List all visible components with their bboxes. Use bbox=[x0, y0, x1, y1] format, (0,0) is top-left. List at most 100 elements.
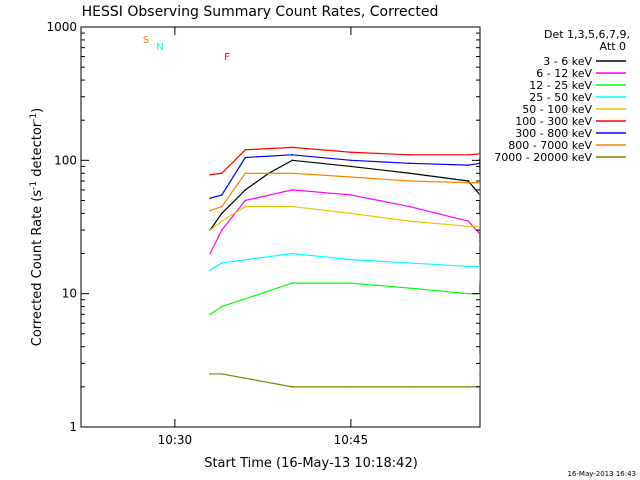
data-point bbox=[291, 386, 294, 388]
legend-entry-label: 300 - 800 keV bbox=[515, 127, 592, 140]
data-point bbox=[209, 173, 211, 176]
data-point bbox=[479, 373, 480, 375]
data-point bbox=[350, 282, 352, 284]
plot-area: SN F bbox=[80, 26, 481, 428]
data-point bbox=[209, 209, 211, 212]
data-point bbox=[291, 154, 294, 156]
y-tick-label: 10 bbox=[62, 287, 77, 301]
data-point bbox=[479, 353, 480, 356]
data-point bbox=[350, 194, 352, 196]
legend-entry-label: 12 - 25 keV bbox=[529, 79, 592, 92]
data-point bbox=[221, 212, 223, 215]
x-tick-label: 10:30 bbox=[158, 433, 193, 447]
y-axis-label-pre: Corrected Count Rate (s bbox=[30, 190, 45, 347]
y-axis-label-post: ) bbox=[30, 108, 45, 113]
annotation-label: S bbox=[143, 35, 149, 46]
data-point bbox=[350, 212, 352, 215]
data-point bbox=[479, 161, 480, 164]
data-point bbox=[479, 152, 480, 155]
data-point bbox=[479, 247, 480, 249]
data-point bbox=[209, 197, 211, 199]
date-stamp: 16-May-2013 16:43 bbox=[567, 470, 636, 478]
series-line bbox=[209, 282, 480, 315]
data-point bbox=[291, 189, 294, 191]
legend-entry-label: 25 - 50 keV bbox=[529, 91, 592, 104]
x-axis-label: Start Time (16-May-13 10:18:42) bbox=[204, 456, 418, 471]
data-point bbox=[244, 156, 247, 159]
data-point bbox=[479, 255, 480, 258]
data-point bbox=[209, 269, 211, 271]
data-point bbox=[467, 181, 470, 184]
chart-title: HESSI Observing Summary Count Rates, Cor… bbox=[82, 4, 439, 20]
data-point bbox=[209, 252, 211, 255]
plot-frame bbox=[80, 26, 481, 428]
legend-entry-label: 3 - 6 keV bbox=[543, 55, 592, 68]
y-axis-label: Corrected Count Rate (s-1 detector-1) bbox=[29, 108, 45, 346]
series-line bbox=[209, 154, 480, 199]
data-point bbox=[408, 205, 411, 208]
series-line bbox=[210, 146, 480, 176]
series-line bbox=[209, 172, 480, 212]
data-point bbox=[408, 220, 411, 222]
data-point bbox=[479, 215, 480, 218]
y-tick-label: 100 bbox=[54, 153, 77, 167]
data-point bbox=[479, 151, 480, 154]
data-point bbox=[479, 194, 480, 196]
annotation-label: F bbox=[224, 52, 230, 63]
data-point bbox=[479, 273, 480, 275]
data-point bbox=[221, 205, 223, 208]
data-point bbox=[221, 172, 223, 175]
data-point bbox=[479, 258, 480, 261]
data-point bbox=[221, 229, 223, 231]
data-point bbox=[291, 172, 294, 175]
annotation-label: N bbox=[156, 42, 163, 53]
y-axis-label-mid: detector bbox=[30, 121, 45, 181]
data-point bbox=[408, 162, 411, 165]
data-point bbox=[479, 181, 480, 184]
data-point bbox=[479, 233, 480, 235]
series-line bbox=[209, 252, 480, 279]
y-axis-label-sup2: -1 bbox=[29, 113, 39, 122]
data-point bbox=[467, 265, 470, 268]
data-point bbox=[244, 205, 247, 208]
data-point bbox=[350, 165, 352, 168]
data-point bbox=[408, 172, 411, 175]
data-point bbox=[479, 218, 480, 221]
data-point bbox=[479, 220, 480, 222]
y-tick-label: 1000 bbox=[46, 20, 77, 34]
data-point bbox=[291, 282, 294, 284]
data-point bbox=[408, 154, 411, 156]
data-point bbox=[291, 159, 294, 162]
data-point bbox=[479, 149, 480, 152]
data-point bbox=[479, 265, 480, 268]
data-point bbox=[408, 386, 411, 388]
data-point bbox=[209, 229, 211, 231]
axis-ticks: 1 10 100 1000 10:30 10:45 bbox=[46, 20, 480, 447]
data-point bbox=[467, 180, 470, 182]
data-point bbox=[479, 277, 480, 280]
data-point bbox=[408, 262, 411, 264]
data-point bbox=[221, 220, 223, 222]
y-axis-label-sup1: -1 bbox=[29, 181, 39, 190]
data-point bbox=[408, 180, 411, 182]
data-point bbox=[479, 222, 480, 224]
data-point bbox=[221, 194, 223, 196]
data-point bbox=[221, 262, 223, 264]
data-point bbox=[350, 386, 352, 388]
legend-entry-label: 800 - 7000 keV bbox=[508, 139, 592, 152]
data-point bbox=[479, 176, 480, 178]
data-point bbox=[209, 373, 211, 375]
data-point bbox=[244, 199, 247, 202]
data-point bbox=[479, 227, 480, 229]
legend-header-line-2: Att 0 bbox=[600, 40, 626, 53]
data-point bbox=[467, 154, 470, 156]
series-line bbox=[209, 189, 480, 284]
data-point bbox=[291, 146, 294, 149]
data-point bbox=[221, 373, 223, 375]
data-point bbox=[479, 269, 480, 271]
data-point bbox=[291, 205, 294, 208]
data-point bbox=[479, 309, 480, 312]
data-point bbox=[350, 176, 352, 178]
